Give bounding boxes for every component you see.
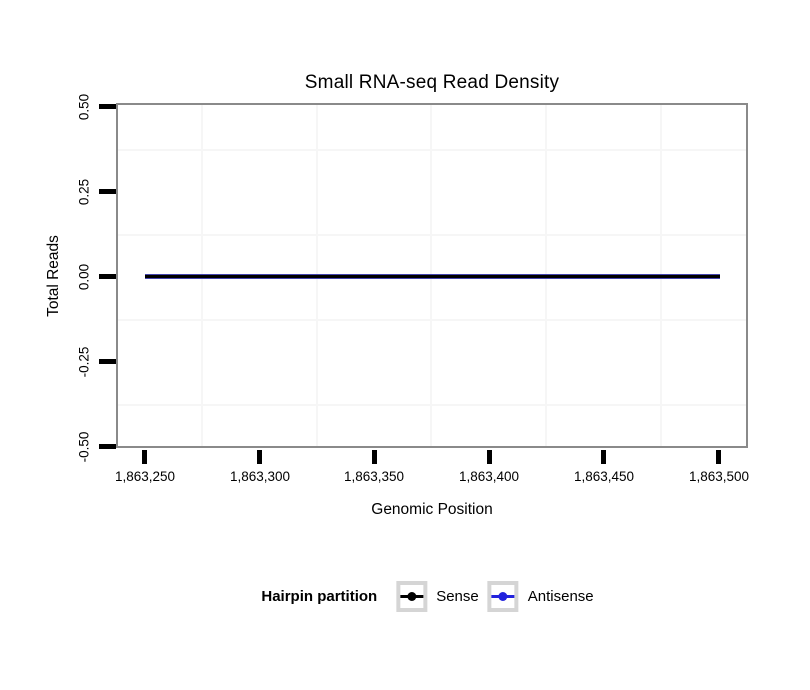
x-tick-label: 1,863,350	[343, 469, 405, 484]
y-tick-label: 0.50	[76, 93, 92, 121]
legend-label-sense: Sense	[436, 588, 479, 605]
point-glyph-icon	[407, 592, 417, 601]
legend-label-antisense: Antisense	[527, 588, 594, 605]
x-axis-title: Genomic Position	[371, 501, 493, 518]
x-tick-label: 1,863,500	[688, 469, 750, 484]
x-axis-tick	[716, 450, 721, 464]
gridline-horizontal	[118, 404, 746, 406]
y-axis-tick	[99, 104, 116, 109]
y-axis-title: Total Reads	[45, 235, 62, 317]
x-tick-label: 1,863,450	[573, 469, 635, 484]
legend: Hairpin partition Sense Antisense	[261, 581, 602, 612]
point-glyph-icon	[498, 592, 508, 601]
y-axis-tick	[99, 274, 116, 279]
y-tick-label: 0.00	[76, 263, 92, 291]
data-line-sense	[145, 275, 720, 278]
x-axis-tick	[257, 450, 262, 464]
x-tick-label: 1,863,300	[229, 469, 291, 484]
x-axis-tick	[487, 450, 492, 464]
y-tick-label: -0.25	[76, 346, 92, 378]
x-tick-label: 1,863,250	[114, 469, 176, 484]
y-tick-label: -0.50	[76, 431, 92, 463]
gridline-horizontal	[118, 234, 746, 236]
legend-key-antisense-icon	[487, 581, 519, 612]
plot-title: Small RNA-seq Read Density	[304, 72, 560, 93]
x-axis-tick	[372, 450, 377, 464]
legend-item-antisense: Antisense	[487, 581, 594, 612]
y-axis-tick	[99, 189, 116, 194]
y-tick-label: 0.25	[76, 178, 92, 206]
y-axis-tick	[99, 359, 116, 364]
y-axis-tick	[99, 444, 116, 449]
legend-item-sense: Sense	[396, 581, 479, 612]
x-axis-tick	[142, 450, 147, 464]
x-axis-tick	[601, 450, 606, 464]
gridline-horizontal	[118, 319, 746, 321]
plot-panel	[116, 103, 748, 448]
legend-title: Hairpin partition	[261, 588, 378, 605]
legend-key-sense-icon	[396, 581, 428, 612]
gridline-horizontal	[118, 149, 746, 151]
x-tick-label: 1,863,400	[458, 469, 520, 484]
